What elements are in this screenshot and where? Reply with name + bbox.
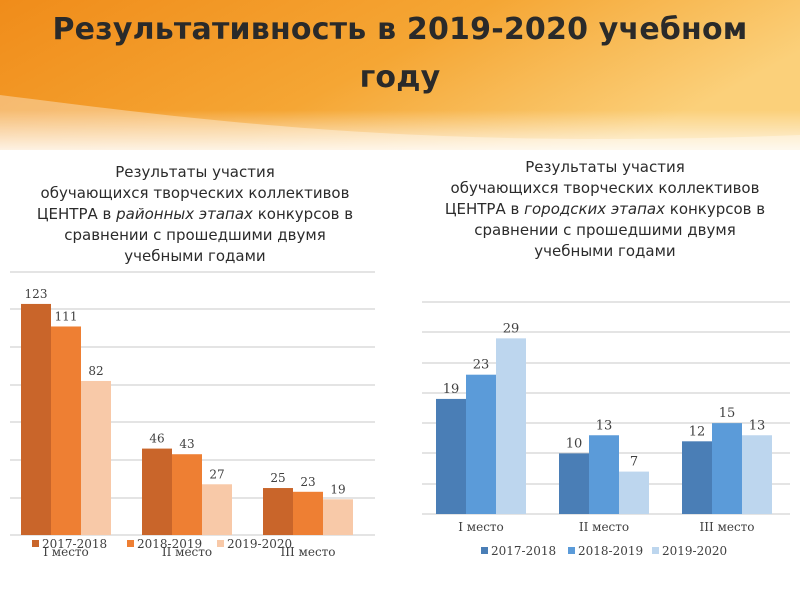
district-legend: 2017-2018 2018-2019 2019-2020 xyxy=(32,537,292,551)
left-subtitle-line2: обучающихся творческих коллективов xyxy=(40,184,350,202)
district-data-label: 27 xyxy=(209,467,224,481)
district-legend-swatch xyxy=(32,540,39,547)
left-subtitle-line3-a: ЦЕНТРА в xyxy=(36,205,117,223)
city-bars: 19 23 29 10 13 7 12 15 13 xyxy=(436,321,772,514)
district-category-label: II место xyxy=(162,545,212,559)
city-data-label: 15 xyxy=(719,406,736,421)
city-legend-label: 2018-2019 xyxy=(578,544,643,558)
district-legend-swatch xyxy=(217,540,224,547)
district-data-label: 25 xyxy=(270,471,285,485)
district-legend-label: 2018-2019 xyxy=(137,537,202,551)
district-legend-swatch xyxy=(127,540,134,547)
city-bar-1-3 xyxy=(682,441,712,514)
district-data-label: 23 xyxy=(300,475,315,489)
city-data-label: 13 xyxy=(749,418,766,433)
city-bar-2-3 xyxy=(712,423,742,514)
city-category-label: III место xyxy=(699,520,754,534)
city-legend-swatch xyxy=(652,547,659,554)
district-data-label: 43 xyxy=(179,437,194,451)
left-subtitle-line3-italic: районных этапах xyxy=(116,205,253,223)
city-data-label: 23 xyxy=(473,358,490,373)
city-data-label: 10 xyxy=(566,436,583,451)
right-chart-subtitle: Результаты участия обучающихся творческих… xyxy=(405,157,800,262)
district-data-label: 82 xyxy=(88,364,103,378)
city-legend-swatch xyxy=(481,547,488,554)
city-bar-2-2 xyxy=(589,435,619,514)
district-bar-2-3 xyxy=(293,491,323,535)
left-chart-subtitle: Результаты участия обучающихся творческих… xyxy=(0,162,390,267)
city-bar-1-1 xyxy=(436,398,466,514)
district-bar-3-1 xyxy=(81,380,111,535)
district-bars: 123 111 82 46 43 27 25 23 19 xyxy=(21,287,353,535)
city-data-label: 13 xyxy=(596,418,613,433)
right-subtitle-line5: учебными годами xyxy=(534,242,676,260)
district-data-label: 46 xyxy=(149,432,164,446)
city-data-label: 29 xyxy=(503,321,520,336)
city-data-label: 19 xyxy=(443,382,460,397)
district-bar-3-2 xyxy=(202,484,232,535)
city-legend-swatch xyxy=(568,547,575,554)
district-bar-3-3 xyxy=(323,499,353,535)
city-bar-3-2 xyxy=(619,471,649,514)
slide-title: Результативность в 2019-2020 учебном год… xyxy=(52,12,748,95)
district-bar-2-2 xyxy=(172,454,202,535)
district-data-label: 19 xyxy=(330,482,345,496)
right-subtitle-line3-italic: городских этапах xyxy=(524,200,665,218)
district-category-label: I место xyxy=(43,545,89,559)
city-category-label: I место xyxy=(458,520,504,534)
district-bar-1-3 xyxy=(263,488,293,535)
city-bar-2-1 xyxy=(466,374,496,514)
district-legend-label: 2019-2020 xyxy=(227,537,292,551)
city-bar-3-1 xyxy=(496,338,526,514)
city-bar-1-2 xyxy=(559,453,589,514)
left-subtitle-line4: сравнении с прошедшими двумя xyxy=(64,226,326,244)
district-bar-1-2 xyxy=(142,448,172,535)
district-data-label: 123 xyxy=(25,287,48,301)
city-category-label: II место xyxy=(579,520,629,534)
right-subtitle-line3-a: ЦЕНТРА в xyxy=(444,200,525,218)
right-subtitle-line2: обучающихся творческих коллективов xyxy=(450,179,760,197)
district-category-label: III место xyxy=(280,545,335,559)
city-legend-label: 2019-2020 xyxy=(662,544,727,558)
city-data-label: 12 xyxy=(689,424,706,439)
district-bar-2-1 xyxy=(51,326,81,535)
district-bar-1-1 xyxy=(21,303,51,535)
district-data-label: 111 xyxy=(55,309,78,323)
city-data-label: 7 xyxy=(630,455,638,470)
city-legend-label: 2017-2018 xyxy=(491,544,556,558)
right-subtitle-line1: Результаты участия xyxy=(525,158,685,176)
city-legend: 2017-2018 2018-2019 2019-2020 xyxy=(481,544,727,558)
city-bar-3-3 xyxy=(742,435,772,514)
right-subtitle-line4: сравнении с прошедшими двумя xyxy=(474,221,736,239)
right-subtitle-line3-b: конкурсов в xyxy=(664,200,766,218)
left-subtitle-line3-b: конкурсов в xyxy=(252,205,354,223)
left-subtitle-line1: Результаты участия xyxy=(115,163,275,181)
left-subtitle-line5: учебными годами xyxy=(124,247,266,265)
district-legend-label: 2017-2018 xyxy=(42,537,107,551)
